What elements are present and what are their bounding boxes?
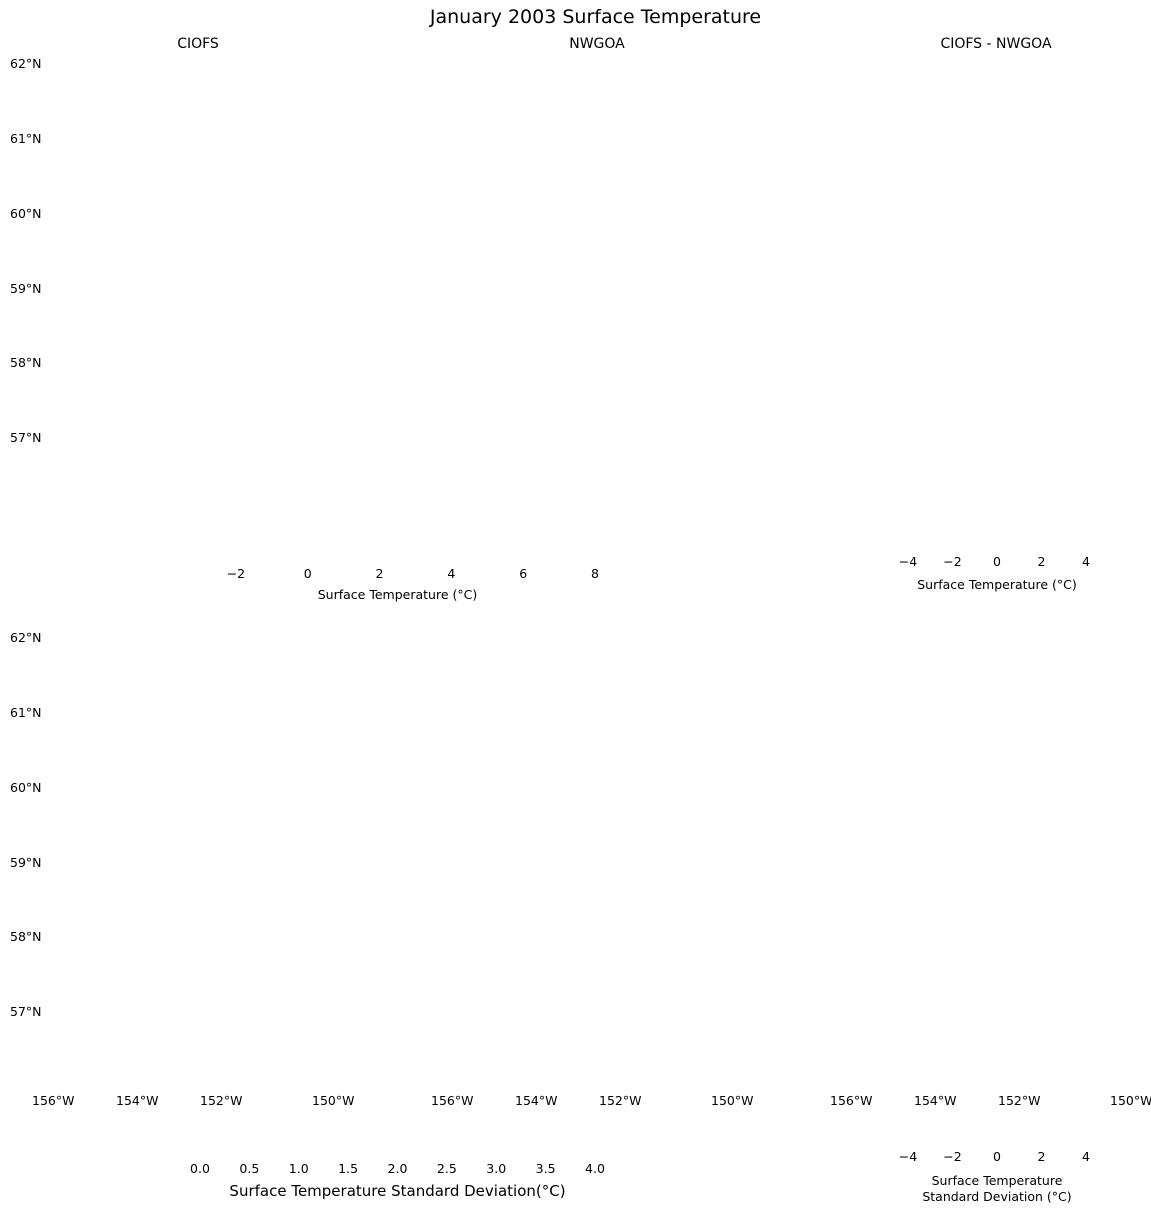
lat-tick-label: 57°N — [10, 430, 42, 445]
colorbar-tick-label: 2.5 — [436, 1161, 457, 1176]
colorbar-tick-label: 2.0 — [387, 1161, 408, 1176]
colorbar-tick-label: 4 — [1082, 1149, 1090, 1164]
panel-title: NWGOA — [569, 36, 625, 52]
lon-tick-label: 150°W — [711, 1093, 754, 1108]
lon-tick-label: 156°W — [830, 1093, 873, 1108]
lat-tick-label: 62°N — [10, 56, 42, 71]
lon-tick-label: 150°W — [1110, 1093, 1151, 1108]
lon-tick-label: 150°W — [312, 1093, 355, 1108]
colorbar-tick-label: 0 — [993, 554, 1001, 569]
colorbar-tick-label: 3.5 — [535, 1161, 556, 1176]
colorbar-tick-label: 1.5 — [338, 1161, 359, 1176]
lat-tick-label: 59°N — [10, 281, 42, 296]
colorbar-tick-label: 2 — [375, 566, 384, 581]
lat-tick-label: 59°N — [10, 855, 42, 870]
lon-tick-label: 154°W — [515, 1093, 558, 1108]
colorbar-tick-label: 3.0 — [486, 1161, 507, 1176]
colorbar-tick-label: −2 — [226, 566, 246, 581]
lon-tick-label: 152°W — [200, 1093, 243, 1108]
colorbar-label: Surface Temperature (°C) — [917, 577, 1077, 592]
lat-tick-label: 58°N — [10, 929, 42, 944]
lat-tick-label: 61°N — [10, 131, 42, 146]
lat-tick-label: 62°N — [10, 630, 42, 645]
colorbar-label: Surface Temperature Standard Deviation(°… — [229, 1182, 566, 1200]
colorbar-label: Surface Temperature (°C) — [317, 587, 478, 602]
colorbar-tick-label: 0 — [303, 566, 312, 581]
lat-tick-label: 60°N — [10, 206, 42, 221]
colorbar-label: Standard Deviation (°C) — [922, 1189, 1072, 1204]
colorbar-tick-label: 8 — [591, 566, 599, 581]
colorbar-tick-label: 2 — [1037, 1149, 1046, 1164]
panel-title: CIOFS - NWGOA — [940, 36, 1052, 52]
lon-tick-label: 152°W — [599, 1093, 642, 1108]
lon-tick-label: 156°W — [431, 1093, 474, 1108]
lat-tick-label: 61°N — [10, 705, 42, 720]
colorbar-tick-label: 4 — [1082, 554, 1090, 569]
colorbar-tick-label: 4.0 — [585, 1161, 605, 1176]
colorbar-tick-label: 2 — [1037, 554, 1046, 569]
colorbar-tick-label: 0.0 — [190, 1161, 210, 1176]
colorbar-tick-label: 6 — [519, 566, 528, 581]
colorbar-tick-label: 1.0 — [288, 1161, 309, 1176]
lon-tick-label: 154°W — [914, 1093, 957, 1108]
colorbar-tick-label: 4 — [447, 566, 456, 581]
colorbar-tick-label: −2 — [943, 1149, 962, 1164]
colorbar-tick-label: −4 — [898, 554, 918, 569]
lat-tick-label: 57°N — [10, 1004, 42, 1019]
figure-title: January 2003 Surface Temperature — [429, 6, 762, 28]
lon-tick-label: 152°W — [998, 1093, 1041, 1108]
colorbar-tick-label: −4 — [898, 1149, 918, 1164]
colorbar-tick-label: 0 — [993, 1149, 1001, 1164]
lon-tick-label: 156°W — [32, 1093, 75, 1108]
panel-title: CIOFS — [177, 36, 219, 52]
colorbar-tick-label: 0.5 — [239, 1161, 260, 1176]
lat-tick-label: 60°N — [10, 780, 42, 795]
colorbar-label: Surface Temperature — [931, 1173, 1063, 1188]
colorbar-tick-label: −2 — [943, 554, 962, 569]
lon-tick-label: 154°W — [116, 1093, 159, 1108]
lat-tick-label: 58°N — [10, 355, 42, 370]
